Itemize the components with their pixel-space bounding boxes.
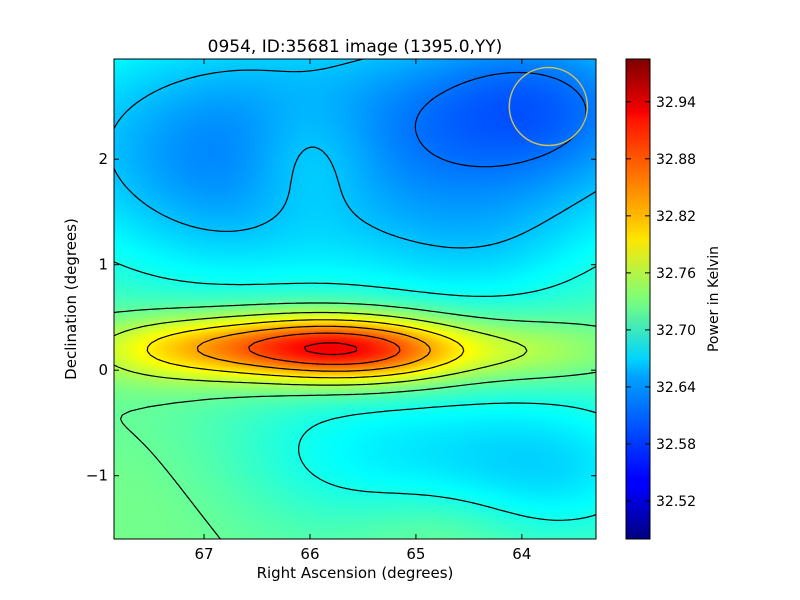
contour-level — [146, 319, 465, 379]
x-tick-label: 65 — [406, 545, 425, 563]
colorbar-tick-label: 32.88 — [656, 152, 696, 168]
x-axis-ticks: 67 66 65 64 — [194, 59, 531, 563]
y-tick-label: 0 — [98, 361, 108, 379]
colorbar-ticks: 32.52 32.58 32.64 32.70 32.76 32.82 32.88 32.94 — [626, 95, 696, 510]
contour-level — [114, 59, 596, 249]
colorbar-tick-label: 32.64 — [656, 380, 696, 396]
y-axis-ticks: −1 0 1 2 — [86, 150, 596, 485]
plot-frame — [113, 58, 597, 540]
contour-level — [114, 311, 528, 386]
colorbar-tick-label: 32.82 — [656, 209, 696, 225]
colorbar-gradient — [625, 58, 651, 540]
colorbar-label: Power in Kelvin — [706, 246, 722, 352]
contour-level — [248, 332, 401, 365]
y-tick-label: 2 — [98, 150, 108, 168]
colorbar-tick-label: 32.70 — [656, 323, 696, 339]
contour-level — [303, 342, 358, 356]
x-tick-label: 64 — [512, 545, 531, 563]
y-tick-label: −1 — [86, 467, 108, 485]
contour-lines — [114, 59, 596, 539]
contour-level — [196, 325, 431, 372]
beam-circle — [508, 66, 589, 147]
x-tick-label: 66 — [300, 545, 319, 563]
contour-level — [114, 302, 596, 539]
x-tick-label: 67 — [194, 545, 213, 563]
chart-title: 0954, ID:35681 image (1395.0,YY) — [208, 37, 503, 57]
colorbar-tick-label: 32.58 — [656, 437, 696, 453]
plot-area — [113, 58, 597, 540]
y-axis-label: Declination (degrees) — [62, 218, 80, 380]
colorbar-tick-label: 32.76 — [656, 266, 696, 282]
colorbar: 32.52 32.58 32.64 32.70 32.76 32.82 32.88 32.94… — [625, 58, 722, 540]
y-tick-label: 1 — [98, 256, 108, 274]
x-axis-label: Right Ascension (degrees) — [257, 564, 454, 582]
contour-level — [114, 261, 596, 521]
heatmap-image — [114, 59, 596, 539]
colorbar-tick-label: 32.52 — [656, 494, 696, 510]
colorbar-tick-label: 32.94 — [656, 95, 696, 111]
